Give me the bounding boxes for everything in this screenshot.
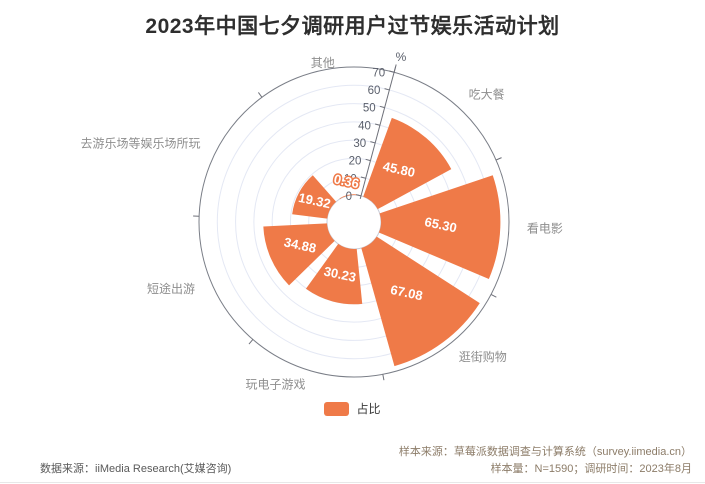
category-label-3: 逛街购物	[459, 349, 507, 364]
radius-axis-tick	[389, 70, 395, 73]
radius-tick-label: 40	[358, 120, 371, 132]
category-label-6: 去游乐场等娱乐场所玩	[80, 136, 200, 150]
radius-axis-tick	[356, 194, 362, 197]
bar-去游乐场等娱乐场所玩[interactable]	[292, 175, 337, 219]
sample-size-note: 样本量：N=1590；调研时间：2023年8月	[490, 463, 692, 475]
category-label-7: 其他	[311, 56, 335, 70]
angle-axis-tick	[257, 92, 263, 98]
angle-axis-tick	[495, 157, 502, 161]
radius-tick-label: 60	[368, 85, 381, 97]
bar-玩电子游戏[interactable]	[305, 243, 363, 305]
grid-ring	[198, 66, 510, 378]
legend-label[interactable]: 占比	[356, 402, 381, 416]
bar-逛街购物[interactable]	[361, 236, 480, 367]
radius-axis-tick	[384, 88, 390, 91]
legend[interactable]: 占比	[0, 400, 705, 417]
radius-axis-tick	[379, 105, 385, 109]
angle-axis-tick	[248, 339, 254, 345]
radius-axis-tick	[365, 158, 371, 162]
category-label-5: 短途出游	[147, 281, 195, 296]
category-label-2: 看电影	[527, 221, 563, 235]
radius-tick-label: 0	[346, 191, 352, 203]
radial-axis-unit: %	[396, 50, 407, 64]
angle-axis-tick	[490, 293, 497, 298]
bottom-divider	[0, 482, 705, 483]
radius-tick-label: 50	[363, 103, 376, 115]
radius-tick-label: 30	[353, 138, 366, 150]
radius-axis-tick	[360, 176, 366, 179]
grid-ring	[326, 194, 382, 250]
radius-tick-label: 10	[344, 173, 357, 185]
radius-axis-tick	[370, 141, 376, 144]
bar-吃大餐[interactable]	[363, 117, 452, 210]
category-label-4: 玩电子游戏	[246, 377, 306, 391]
bar-看电影[interactable]	[378, 175, 501, 279]
angle-axis-tick	[382, 374, 385, 381]
data-source-note: 数据来源：iiMedia Research(艾媒咨询)	[40, 463, 232, 475]
sample-source-note: 样本来源：草莓派数据调查与计算系统（survey.iimedia.cn）	[398, 446, 692, 458]
radius-tick-label: 20	[349, 156, 362, 168]
legend-swatch[interactable]	[324, 401, 350, 416]
radius-tick-label: 70	[372, 67, 385, 79]
radius-axis-tick	[374, 123, 381, 126]
sample-notes: 样本来源：草莓派数据调查与计算系统（survey.iimedia.cn） 样本量…	[399, 444, 692, 478]
value-label-7: 0.36	[333, 171, 361, 191]
category-label-1: 吃大餐	[469, 87, 505, 102]
page-title: 2023年中国七夕调研用户过节娱乐活动计划	[145, 15, 560, 38]
bar-短途出游[interactable]	[263, 223, 335, 286]
radius-axis-line	[359, 64, 397, 199]
